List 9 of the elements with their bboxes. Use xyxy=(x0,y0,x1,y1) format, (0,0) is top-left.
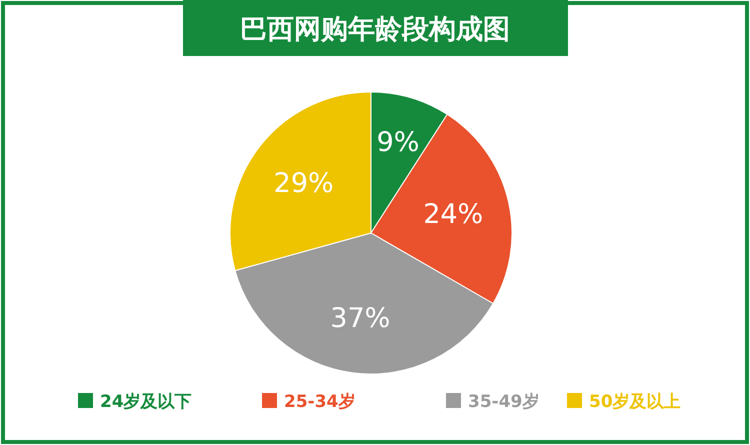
chart-title: 巴西网购年龄段构成图 xyxy=(240,14,510,45)
legend-label: 24岁及以下 xyxy=(100,392,192,412)
data-label: 9% xyxy=(376,127,420,158)
legend-label: 25-34岁 xyxy=(284,392,356,412)
data-label: 29% xyxy=(274,168,334,199)
legend-label: 50岁及以上 xyxy=(589,392,681,412)
data-label: 37% xyxy=(330,302,390,334)
data-label: 24% xyxy=(423,199,484,230)
legend-label: 35-49岁 xyxy=(468,392,540,412)
